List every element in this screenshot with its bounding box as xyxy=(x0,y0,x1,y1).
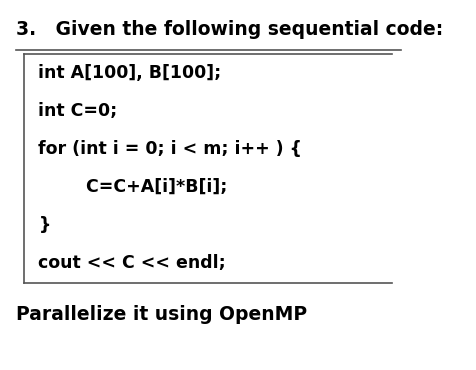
Text: cout << C << endl;: cout << C << endl; xyxy=(39,254,226,272)
Text: 3.   Given the following sequential code:: 3. Given the following sequential code: xyxy=(16,20,443,39)
Text: Parallelize it using OpenMP: Parallelize it using OpenMP xyxy=(16,305,307,324)
Text: C=C+A[i]*B[i];: C=C+A[i]*B[i]; xyxy=(39,178,228,196)
Text: int A[100], B[100];: int A[100], B[100]; xyxy=(39,64,221,82)
Text: for (int i = 0; i < m; i++ ) {: for (int i = 0; i < m; i++ ) { xyxy=(39,140,302,158)
Text: }: } xyxy=(39,216,50,234)
Text: int C=0;: int C=0; xyxy=(39,102,118,120)
